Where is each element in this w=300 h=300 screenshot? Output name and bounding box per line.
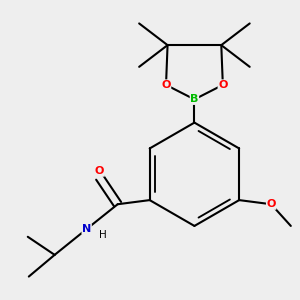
- Text: B: B: [190, 94, 199, 104]
- Text: O: O: [266, 199, 276, 209]
- Text: H: H: [98, 230, 106, 240]
- Text: O: O: [161, 80, 171, 90]
- Text: O: O: [95, 166, 104, 176]
- Text: O: O: [218, 80, 227, 90]
- Text: N: N: [82, 224, 91, 234]
